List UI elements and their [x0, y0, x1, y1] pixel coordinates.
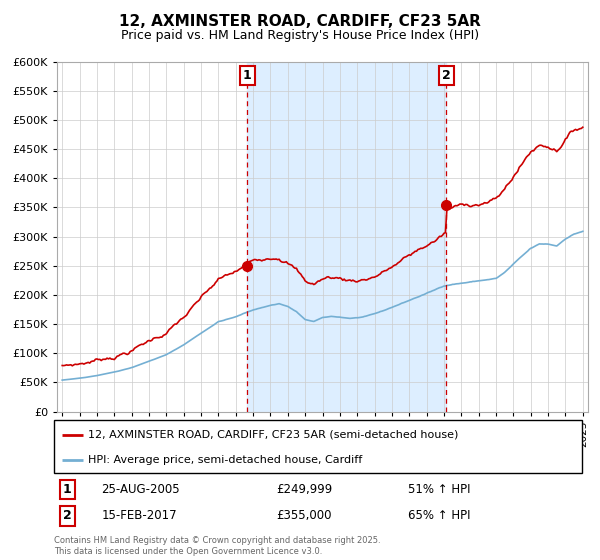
Bar: [247, 62, 446, 412]
Text: 2: 2: [442, 69, 451, 82]
Text: 51% ↑ HPI: 51% ↑ HPI: [408, 483, 470, 496]
Text: £355,000: £355,000: [276, 510, 331, 522]
Text: 2: 2: [63, 510, 71, 522]
Text: 65% ↑ HPI: 65% ↑ HPI: [408, 510, 470, 522]
Text: £249,999: £249,999: [276, 483, 332, 496]
Text: 12, AXMINSTER ROAD, CARDIFF, CF23 5AR: 12, AXMINSTER ROAD, CARDIFF, CF23 5AR: [119, 14, 481, 29]
Text: Price paid vs. HM Land Registry's House Price Index (HPI): Price paid vs. HM Land Registry's House …: [121, 29, 479, 42]
Text: 1: 1: [242, 69, 251, 82]
FancyBboxPatch shape: [54, 420, 582, 473]
Text: 15-FEB-2017: 15-FEB-2017: [101, 510, 177, 522]
Text: 25-AUG-2005: 25-AUG-2005: [101, 483, 180, 496]
Text: 12, AXMINSTER ROAD, CARDIFF, CF23 5AR (semi-detached house): 12, AXMINSTER ROAD, CARDIFF, CF23 5AR (s…: [88, 430, 458, 440]
Text: Contains HM Land Registry data © Crown copyright and database right 2025.
This d: Contains HM Land Registry data © Crown c…: [54, 536, 380, 556]
Text: HPI: Average price, semi-detached house, Cardiff: HPI: Average price, semi-detached house,…: [88, 455, 362, 465]
Text: 1: 1: [63, 483, 71, 496]
